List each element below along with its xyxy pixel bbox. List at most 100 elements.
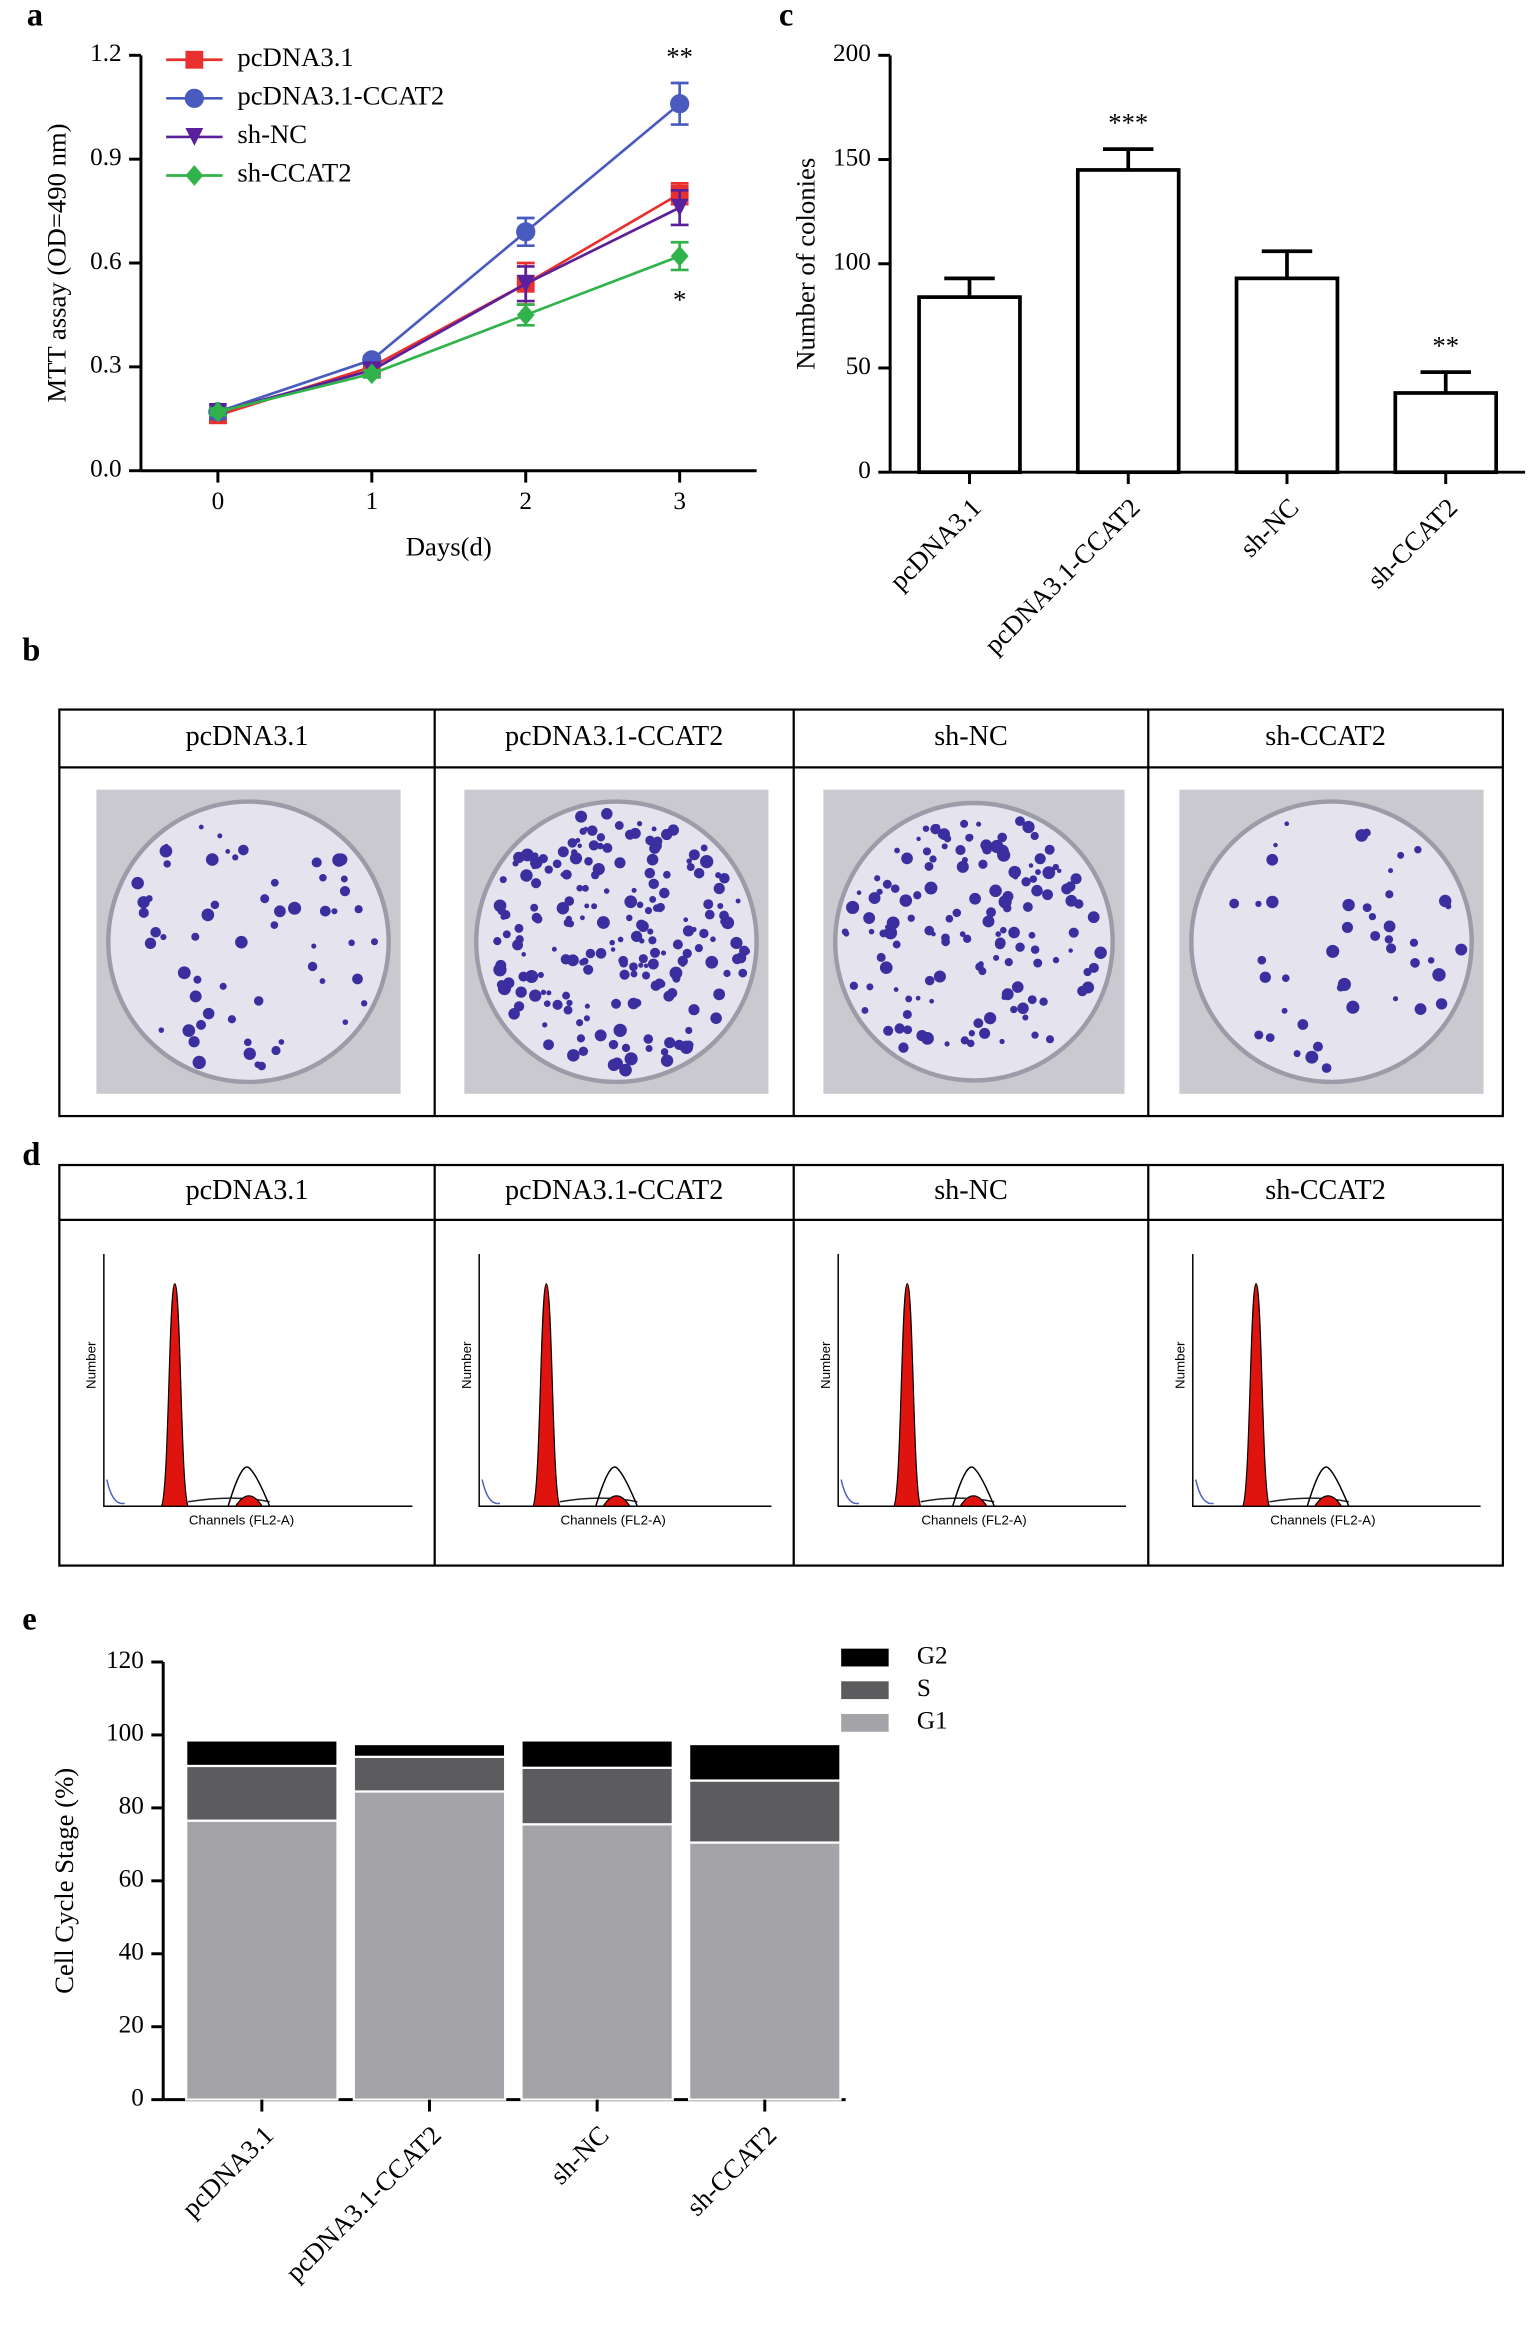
colony (735, 898, 741, 904)
colony (1015, 816, 1025, 827)
colony (193, 975, 202, 984)
x-tick-label: pcDNA3.1-CCAT2 (280, 2120, 447, 2287)
colony (660, 1054, 674, 1067)
colony (968, 1030, 976, 1037)
colony (567, 1049, 580, 1062)
colony (849, 981, 859, 990)
colony (533, 858, 538, 864)
legend-label: S (917, 1675, 931, 1702)
legend-label: pcDNA3.1-CCAT2 (237, 80, 444, 110)
colony (342, 1019, 349, 1025)
legend-label: sh-CCAT2 (237, 158, 351, 188)
s-phase (188, 1497, 270, 1503)
colony (961, 856, 968, 864)
colony (1383, 920, 1396, 933)
colony (217, 833, 223, 839)
y-tick-label: 0 (858, 457, 871, 484)
colony (638, 954, 648, 964)
colony (339, 886, 351, 897)
colony (1070, 873, 1082, 885)
y-tick-label: 150 (833, 144, 871, 171)
colony (1065, 881, 1076, 892)
colony (515, 986, 527, 998)
colony (1414, 846, 1422, 854)
colony (1042, 889, 1053, 901)
marker (185, 50, 204, 69)
colony (503, 977, 515, 989)
colony (578, 1046, 589, 1057)
colony (219, 982, 227, 990)
colony (557, 846, 569, 858)
colony (1065, 894, 1078, 907)
marker (516, 304, 535, 326)
colony (319, 873, 327, 882)
colony (990, 839, 1004, 854)
colony (540, 989, 547, 995)
colony (274, 905, 286, 918)
colony (253, 996, 264, 1006)
colony (270, 921, 279, 929)
debris (481, 1479, 501, 1505)
colony (1409, 938, 1419, 947)
colony (1031, 1031, 1039, 1039)
colony (719, 873, 730, 884)
colony (530, 903, 539, 912)
colony (1435, 998, 1448, 1010)
colony (543, 1039, 554, 1051)
colony (922, 847, 932, 856)
colony (667, 988, 678, 999)
colony (576, 1034, 586, 1043)
column-header: sh-CCAT2 (1265, 721, 1386, 752)
colony (225, 849, 231, 854)
panel-label: d (22, 1137, 40, 1173)
series (208, 182, 689, 425)
panel-label: a (27, 0, 43, 34)
colony (145, 895, 153, 903)
histogram-y-label: Number (1172, 1341, 1187, 1389)
bar-segment (520, 1766, 674, 1826)
colony (331, 908, 338, 915)
colony (885, 881, 891, 887)
panel-label: b (22, 633, 40, 669)
colony (1029, 875, 1038, 883)
y-tick-label: 100 (106, 1720, 144, 1747)
colony (131, 876, 144, 890)
colony (647, 958, 659, 970)
bar-segment (352, 1790, 507, 2101)
y-axis-label: Cell Cycle Stage (%) (49, 1768, 79, 1994)
colony (636, 901, 644, 909)
colony (955, 845, 966, 856)
colony (270, 878, 279, 887)
colony (976, 821, 982, 827)
colony (521, 952, 526, 957)
colony (1022, 1014, 1029, 1021)
colony (1259, 971, 1271, 983)
colony (941, 843, 948, 850)
colony (583, 1015, 591, 1022)
colony (583, 964, 594, 975)
panel-frame (58, 1163, 1504, 1567)
colony (595, 948, 607, 959)
colony (579, 915, 585, 921)
colony (244, 1038, 252, 1047)
colony (969, 892, 981, 905)
colony (930, 823, 941, 835)
colony (192, 1055, 206, 1070)
colony (585, 948, 596, 959)
g2-outline (595, 1466, 639, 1507)
colony (493, 963, 507, 977)
colony (1001, 988, 1014, 1001)
colony (493, 899, 507, 913)
bar-segment (688, 1841, 842, 2101)
colony (700, 844, 708, 852)
colony (986, 907, 996, 918)
colony (894, 847, 900, 854)
colony (643, 1034, 654, 1044)
y-tick-label: 0.6 (90, 248, 122, 275)
colony (596, 833, 606, 842)
bar-segment (352, 1755, 507, 1793)
colony (982, 915, 995, 928)
colony (738, 968, 748, 978)
y-tick-label: 100 (833, 249, 871, 276)
series-line (217, 102, 681, 414)
